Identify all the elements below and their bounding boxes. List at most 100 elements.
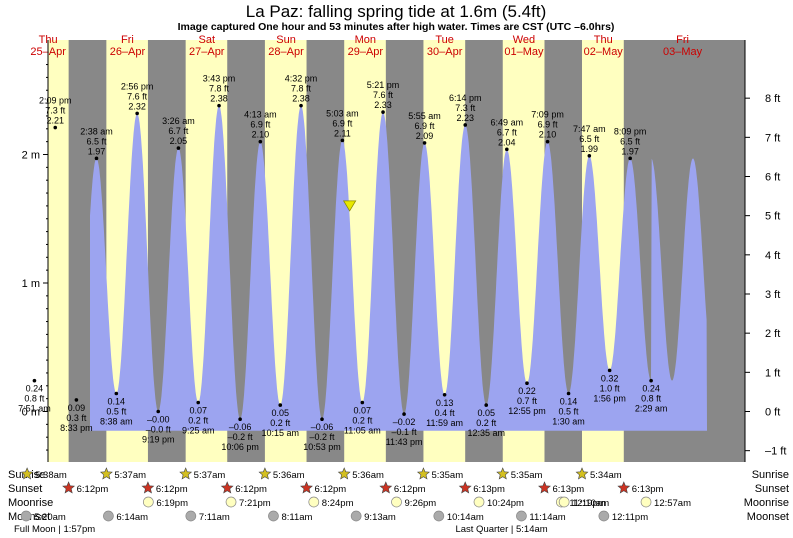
sunset-star-icon (62, 481, 76, 494)
low-tide-m: 0.24 (26, 384, 44, 394)
high-tide-ft: 6.9 ft (415, 121, 436, 131)
moonrise-time: 10:24pm (487, 498, 524, 509)
sunset-star-icon (300, 481, 313, 494)
high-tide-ft: 7.3 ft (45, 106, 66, 116)
right-tick-label: 8 ft (765, 93, 780, 105)
moonrise-row-label-right: Moonrise (744, 497, 789, 509)
extreme-point (545, 139, 550, 144)
high-tide-time: 2:09 pm (39, 96, 72, 106)
sunset-time: 6:13pm (473, 484, 505, 495)
right-tick-label: 5 ft (765, 211, 780, 223)
moonrise-time: 11:19pm (569, 498, 605, 509)
sunrise-row-label-right: Sunrise (752, 469, 789, 481)
extreme-point (258, 139, 263, 144)
moonset-time: 6:14am (116, 512, 148, 523)
low-tide-m: 0.32 (601, 373, 619, 383)
right-tick-label: 0 ft (765, 407, 780, 419)
day-date: 26–Apr (110, 46, 146, 58)
extreme-point (442, 392, 447, 397)
extreme-point (649, 378, 653, 383)
low-tide-ft: 1.0 ft (600, 383, 621, 393)
axes: 0 m 1 m 2 m –1 ft 0 ft 1 ft 2 ft 3 ft 4 ft 5 ft 6 … (22, 40, 786, 462)
low-tide-m: 0.07 (189, 406, 207, 416)
low-tide-ft: 0.4 ft (435, 408, 456, 418)
high-tide-m: 2.33 (374, 100, 392, 110)
low-tide-ft: –0.2 ft (309, 432, 335, 442)
low-tide-m: 0.05 (477, 408, 495, 418)
low-tide-m: 0.14 (560, 397, 578, 407)
low-tide-m: 0.24 (642, 384, 660, 394)
extreme-point (156, 409, 161, 414)
extreme-point (320, 417, 324, 422)
extreme-point (299, 103, 303, 108)
sunrise-star-icon (575, 467, 589, 480)
high-tide-m: 2.10 (252, 130, 270, 140)
extreme-point (114, 391, 119, 396)
low-tide-m: 0.07 (354, 406, 372, 416)
low-tide-time: 9:25 am (182, 426, 215, 436)
day-date: 01–May (504, 46, 544, 58)
current-level-marker (342, 200, 357, 212)
day-weekday: Sun (276, 34, 296, 46)
low-tide-time: 10:06 pm (221, 442, 259, 452)
low-tide-time: 7:51 am (18, 404, 51, 414)
extreme-point (628, 156, 632, 161)
day-date: 27–Apr (189, 46, 225, 58)
high-tide-ft: 6.9 ft (332, 118, 353, 128)
low-tide-ft: 0.2 ft (270, 418, 291, 428)
low-tide-m: 0.09 (68, 403, 86, 413)
sunset-time: 6:12pm (235, 484, 267, 495)
low-tide-time: 1:30 am (552, 417, 585, 427)
extreme-point (381, 110, 385, 114)
sunrise-star-icon (258, 467, 272, 480)
chart-title: La Paz: falling spring tide at 1.6m (5.4… (246, 2, 547, 21)
high-tide-m: 2.05 (170, 136, 188, 146)
low-tide-m: 0.05 (272, 408, 290, 418)
moonset-time: 12:11pm (612, 512, 648, 523)
low-tide-ft: 0.5 ft (559, 407, 580, 417)
moonrise-moon-icon (142, 496, 154, 508)
extreme-point (278, 403, 283, 407)
low-tide-m: 0.14 (108, 397, 126, 407)
low-tide-time: 10:53 pm (303, 442, 341, 452)
day-date: 02–May (584, 46, 624, 58)
extreme-point (94, 156, 99, 161)
high-tide-ft: 7.8 ft (209, 84, 230, 94)
sunrise-time: 5:38am (35, 470, 67, 481)
high-tide-time: 5:03 am (326, 108, 359, 118)
low-tide-ft: –0.1 ft (392, 427, 418, 437)
high-tide-ft: 6.5 ft (620, 136, 641, 146)
sunrise-time: 5:34am (590, 470, 622, 481)
extreme-point (360, 400, 365, 405)
high-tide-time: 2:38 am (80, 126, 113, 136)
day-date: 30–Apr (427, 46, 463, 58)
high-tide-time: 4:13 am (244, 110, 277, 120)
sunset-time: 6:12pm (77, 484, 109, 495)
low-tide-ft: 0.8 ft (24, 394, 45, 404)
high-tide-ft: 6.9 ft (538, 120, 559, 130)
left-tick-label: 2 m (22, 150, 40, 162)
extreme-point (238, 417, 242, 422)
right-tick-label: 2 ft (765, 328, 780, 340)
low-tide-time: 9:19 pm (142, 435, 175, 445)
moonset-moon-icon (20, 510, 32, 522)
low-tide-m: –0.06 (229, 422, 252, 432)
moonrise-time: 8:24pm (322, 498, 354, 509)
extreme-point (135, 111, 139, 116)
moonset-moon-icon (185, 510, 197, 522)
sunset-row-label-right: Sunset (755, 483, 789, 495)
low-tide-time: 8:33 pm (60, 423, 93, 433)
day-weekday: Wed (513, 34, 535, 46)
moonrise-time: 9:26pm (405, 498, 437, 509)
day-date: 29–Apr (348, 46, 384, 58)
low-tide-m: –0.06 (311, 422, 334, 432)
low-tide-ft: 0.8 ft (641, 394, 662, 404)
sunset-star-icon (379, 481, 393, 494)
daylight-band (48, 40, 69, 462)
low-tide-time: 8:38 am (100, 417, 133, 427)
low-tide-m: –0.00 (147, 415, 170, 425)
sunset-row-label-left: Sunset (8, 483, 42, 495)
day-weekday: Mon (355, 34, 376, 46)
high-tide-m: 2.32 (128, 101, 146, 111)
